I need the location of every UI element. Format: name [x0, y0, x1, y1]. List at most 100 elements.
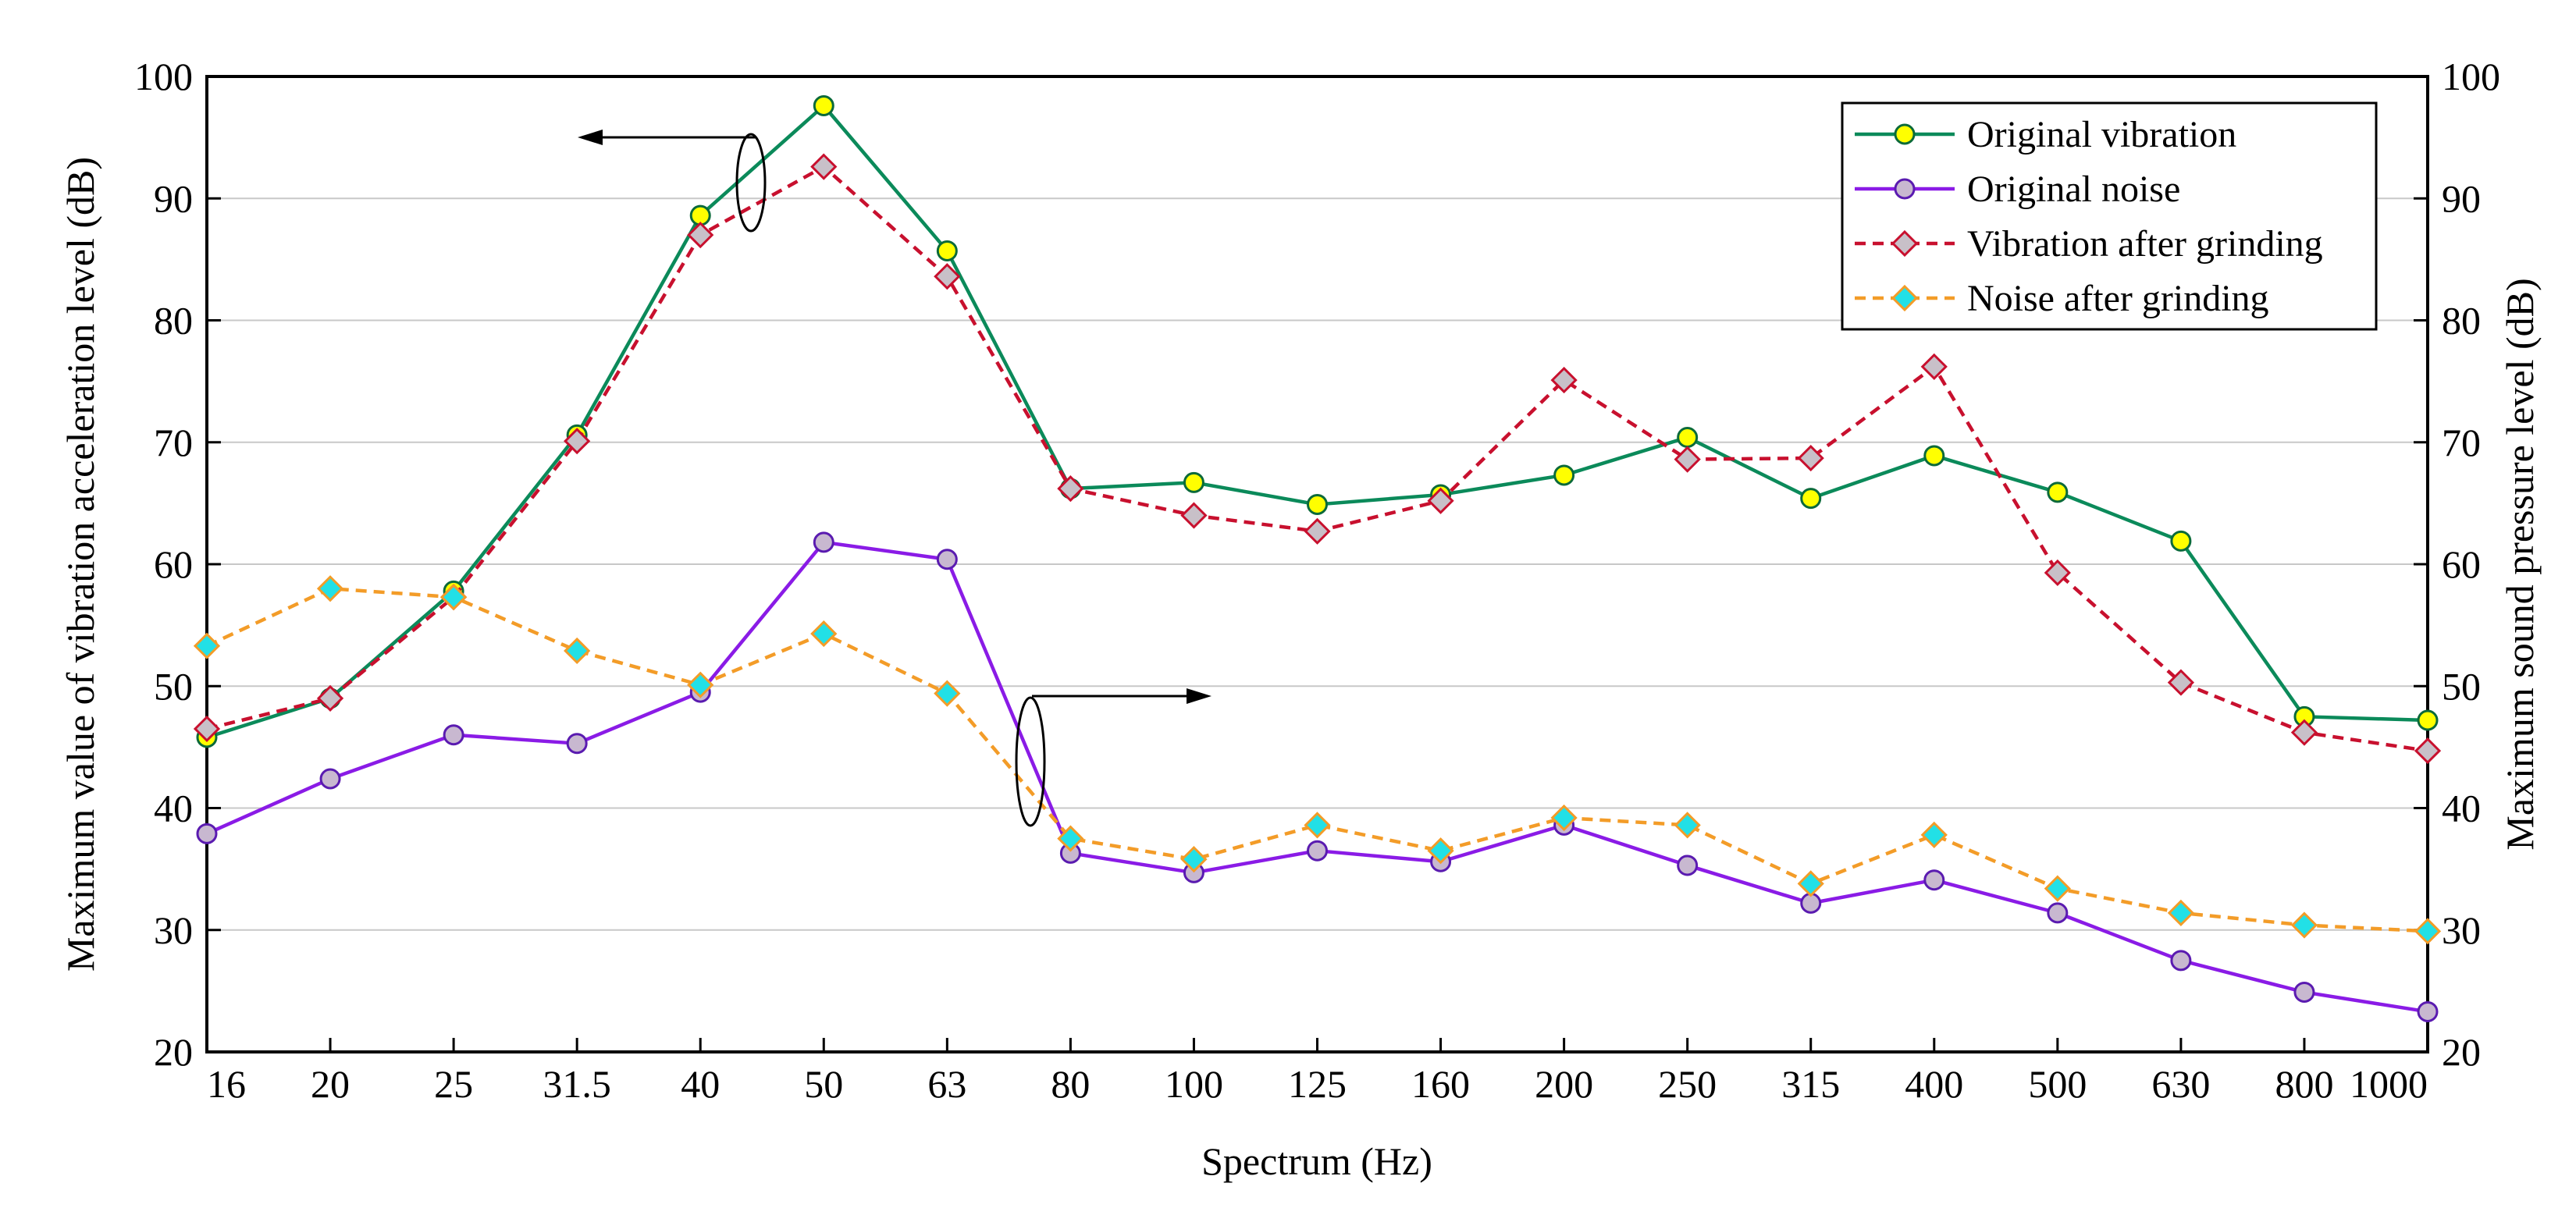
data-point-noise-after-grinding — [2044, 875, 2071, 902]
x-tick-label: 25 — [434, 1062, 473, 1106]
data-point-noise-after-grinding — [1427, 837, 1454, 865]
legend-label-original-noise: Original noise — [1967, 169, 2180, 210]
data-point-vibration-after-grinding — [2414, 737, 2442, 765]
x-axis-title: Spectrum (Hz) — [1201, 1139, 1432, 1183]
data-point-original-vibration — [1307, 493, 1328, 515]
y-tick-label-left: 60 — [154, 542, 193, 586]
series-group — [193, 95, 2442, 1022]
x-tick-label: 63 — [927, 1062, 966, 1106]
data-point-original-vibration — [2047, 481, 2069, 503]
x-tick-label: 1000 — [2350, 1062, 2428, 1106]
y-tick-label-right: 100 — [2442, 55, 2500, 98]
y-tick-label-right: 90 — [2442, 176, 2481, 220]
data-point-noise-after-grinding — [1304, 812, 1331, 839]
data-point-original-vibration — [2170, 530, 2192, 552]
data-point-noise-after-grinding — [193, 632, 221, 659]
data-point-noise-after-grinding — [1550, 804, 1578, 832]
data-point-vibration-after-grinding — [316, 684, 344, 712]
data-point-vibration-after-grinding — [2290, 719, 2318, 746]
legend-marker-original-noise — [1894, 178, 1916, 200]
data-point-noise-after-grinding — [2290, 911, 2318, 939]
data-point-original-noise — [1923, 869, 1945, 891]
y-tick-label-left: 40 — [154, 787, 193, 830]
y-axis-title-right: Maximum sound pressure level (dB) — [2498, 278, 2542, 850]
y-tick-label-left: 80 — [154, 299, 193, 343]
legend-marker-original-vibration — [1894, 123, 1916, 145]
x-tick-label: 800 — [2275, 1062, 2333, 1106]
data-point-vibration-after-grinding — [2167, 669, 2195, 696]
data-point-noise-after-grinding — [1920, 821, 1948, 848]
data-point-original-vibration — [1800, 488, 1822, 510]
data-point-noise-after-grinding — [1180, 846, 1208, 873]
x-tick-label: 200 — [1535, 1062, 1593, 1106]
legend: Original vibration Original noise Vibratio… — [1841, 101, 2378, 331]
data-point-vibration-after-grinding — [1920, 353, 1948, 380]
x-tick-label: 31.5 — [543, 1062, 611, 1106]
data-point-vibration-after-grinding — [1550, 366, 1578, 394]
x-tick-label: 40 — [681, 1062, 720, 1106]
y-tick-label-right: 20 — [2442, 1030, 2481, 1074]
data-point-vibration-after-grinding — [1057, 475, 1084, 503]
x-tick-label: 80 — [1051, 1062, 1090, 1106]
data-point-vibration-after-grinding — [193, 715, 221, 743]
data-point-vibration-after-grinding — [687, 222, 714, 249]
data-point-original-vibration — [2417, 709, 2439, 731]
y-axis-title-left: Maximum value of vibration acceleration … — [59, 157, 102, 972]
legend-marker-noise-after-grinding — [1891, 284, 1919, 312]
legend-label-original-vibration: Original vibration — [1967, 114, 2236, 155]
data-point-noise-after-grinding — [810, 620, 838, 648]
y-tick-label-left: 100 — [134, 55, 193, 98]
x-tick-label: 100 — [1165, 1062, 1223, 1106]
series-original-noise — [196, 531, 2439, 1022]
axis-ticks: 20 20 30 30 40 40 50 50 60 60 70 70 80 80 90 90 100 100 16… — [134, 55, 2500, 1106]
data-point-noise-after-grinding — [2414, 918, 2442, 945]
x-tick-label: 315 — [1781, 1062, 1840, 1106]
data-point-original-vibration — [1677, 427, 1699, 448]
x-tick-label: 160 — [1411, 1062, 1470, 1106]
data-point-original-vibration — [936, 240, 958, 261]
y-tick-label-left: 50 — [154, 664, 193, 708]
legend-label-vibration-after-grinding: Vibration after grinding — [1967, 223, 2323, 265]
arrow-left-icon — [578, 130, 603, 145]
annotation-ellipse-right — [1015, 696, 1046, 827]
data-point-original-noise — [1307, 840, 1328, 862]
legend-marker-vibration-after-grinding — [1891, 229, 1919, 258]
data-point-noise-after-grinding — [2167, 899, 2195, 926]
y-tick-label-left: 20 — [154, 1030, 193, 1074]
data-point-vibration-after-grinding — [1674, 446, 1701, 473]
y-tick-label-right: 30 — [2442, 908, 2481, 952]
y-tick-label-right: 50 — [2442, 664, 2481, 708]
data-point-noise-after-grinding — [687, 671, 714, 698]
y-tick-label-left: 30 — [154, 908, 193, 952]
data-point-original-noise — [936, 549, 958, 570]
data-point-original-vibration — [1553, 464, 1575, 486]
x-tick-label: 50 — [804, 1062, 843, 1106]
y-tick-label-right: 60 — [2442, 542, 2481, 586]
data-point-vibration-after-grinding — [1797, 444, 1824, 472]
x-tick-label: 125 — [1288, 1062, 1347, 1106]
data-point-vibration-after-grinding — [1304, 517, 1331, 545]
y-tick-label-left: 90 — [154, 176, 193, 220]
arrow-right-icon — [1187, 688, 1212, 704]
data-point-original-noise — [2047, 902, 2069, 924]
data-point-original-noise — [813, 531, 834, 553]
data-point-vibration-after-grinding — [1427, 487, 1454, 514]
data-point-original-vibration — [1923, 445, 1945, 467]
data-point-noise-after-grinding — [564, 637, 591, 665]
legend-label-noise-after-grinding: Noise after grinding — [1967, 278, 2269, 319]
x-tick-label: 16 — [207, 1062, 246, 1106]
left-axis-annotation — [578, 130, 767, 233]
x-tick-label: 250 — [1658, 1062, 1717, 1106]
data-point-original-noise — [566, 733, 588, 755]
data-point-original-vibration — [813, 95, 834, 116]
data-point-noise-after-grinding — [934, 680, 961, 707]
data-point-original-noise — [443, 724, 464, 746]
data-point-original-noise — [1677, 854, 1699, 876]
data-point-original-noise — [2417, 1000, 2439, 1022]
data-point-noise-after-grinding — [1797, 870, 1824, 897]
data-point-noise-after-grinding — [1057, 825, 1084, 852]
y-tick-label-right: 40 — [2442, 787, 2481, 830]
data-point-original-noise — [196, 823, 218, 844]
series-line-noise-after-grinding — [206, 587, 2428, 933]
